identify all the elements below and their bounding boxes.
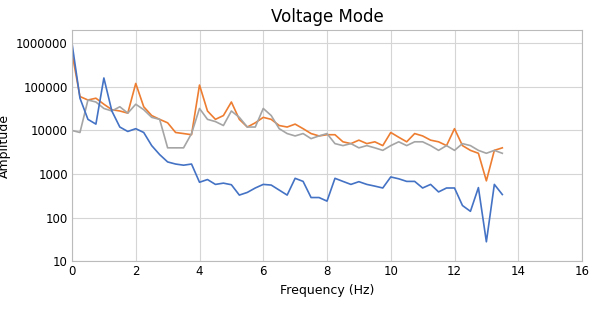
Legend: FFT Vel Mag, FFT Current Mag, FFT Flow Mag: FFT Vel Mag, FFT Current Mag, FFT Flow M…	[140, 332, 514, 335]
FFT Current Mag	[459, 142, 466, 146]
FFT Flow Mag	[499, 193, 506, 197]
FFT Vel Mag	[499, 146, 506, 150]
Title: Voltage Mode: Voltage Mode	[271, 8, 383, 26]
Line: FFT Vel Mag: FFT Vel Mag	[72, 53, 502, 181]
FFT Vel Mag	[68, 51, 76, 55]
FFT Vel Mag	[491, 148, 498, 152]
FFT Vel Mag	[148, 114, 155, 118]
FFT Flow Mag	[148, 144, 155, 148]
FFT Current Mag	[236, 115, 243, 119]
FFT Flow Mag	[451, 186, 458, 190]
FFT Flow Mag	[491, 182, 498, 186]
FFT Current Mag	[85, 98, 92, 102]
FFT Vel Mag	[228, 100, 235, 104]
FFT Flow Mag	[228, 183, 235, 187]
Y-axis label: Amplitude: Amplitude	[0, 114, 11, 178]
FFT Vel Mag	[116, 109, 124, 113]
Line: FFT Current Mag: FFT Current Mag	[72, 100, 502, 153]
FFT Current Mag	[156, 117, 163, 121]
FFT Current Mag	[124, 111, 131, 115]
FFT Current Mag	[483, 151, 490, 155]
FFT Flow Mag	[172, 162, 179, 166]
FFT Flow Mag	[483, 240, 490, 244]
FFT Vel Mag	[172, 130, 179, 134]
FFT Flow Mag	[116, 125, 124, 129]
FFT Current Mag	[491, 148, 498, 152]
FFT Vel Mag	[483, 179, 490, 183]
FFT Vel Mag	[451, 127, 458, 131]
FFT Current Mag	[499, 151, 506, 155]
FFT Current Mag	[68, 129, 76, 133]
Line: FFT Flow Mag: FFT Flow Mag	[72, 43, 502, 242]
FFT Flow Mag	[68, 41, 76, 45]
X-axis label: Frequency (Hz): Frequency (Hz)	[280, 284, 374, 297]
FFT Current Mag	[180, 146, 187, 150]
